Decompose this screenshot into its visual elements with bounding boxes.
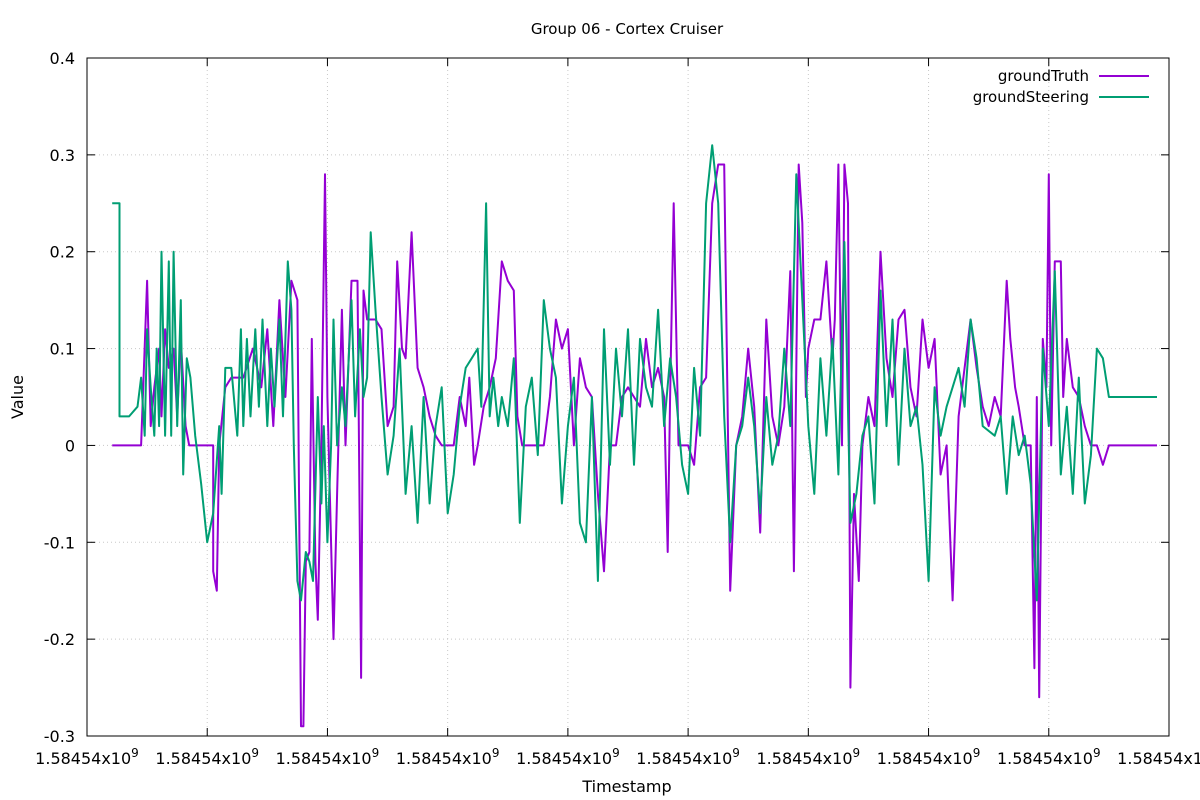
x-tick-label: 1.58454x109 <box>757 746 861 768</box>
plot-border <box>86 57 1170 737</box>
y-tick-label: 0.3 <box>50 146 75 165</box>
y-tick-label: -0.1 <box>44 533 75 552</box>
x-tick-label: 1.58454x109 <box>877 746 981 768</box>
series-lines <box>112 144 1157 728</box>
x-axis-ticks: 1.58454x109 1.58454x109 1.58454x109 1.58454… <box>35 58 1200 768</box>
y-axis-ticks: -0.3 -0.2 -0.1 0 0.1 0.2 0.3 0.4 <box>44 49 1169 746</box>
x-tick-label: 1.58454x109 <box>1117 746 1200 768</box>
x-tick-label: 1.58454x109 <box>35 746 139 768</box>
chart-title: Group 06 - Cortex Cruiser <box>531 20 724 38</box>
y-tick-label: -0.2 <box>44 630 75 649</box>
y-axis-title: Value <box>8 375 27 419</box>
legend-label-groundTruth: groundTruth <box>998 67 1089 85</box>
x-tick-label: 1.58454x109 <box>516 746 620 768</box>
legend: groundTruth groundSteering <box>973 67 1149 106</box>
x-tick-label: 1.58454x109 <box>636 746 740 768</box>
x-tick-label: 1.58454x109 <box>396 746 500 768</box>
y-tick-label: 0 <box>65 436 75 455</box>
x-tick-label: 1.58454x109 <box>155 746 259 768</box>
series-line-groundSteering <box>112 144 1157 602</box>
y-tick-label: -0.3 <box>44 727 75 746</box>
y-tick-label: 0.4 <box>50 49 75 68</box>
y-tick-label: 0.2 <box>50 243 75 262</box>
x-axis-title: Timestamp <box>581 777 671 796</box>
y-tick-label: 0.1 <box>50 340 75 359</box>
x-tick-label: 1.58454x109 <box>997 746 1101 768</box>
x-tick-label: 1.58454x109 <box>276 746 380 768</box>
legend-label-groundSteering: groundSteering <box>973 88 1089 106</box>
